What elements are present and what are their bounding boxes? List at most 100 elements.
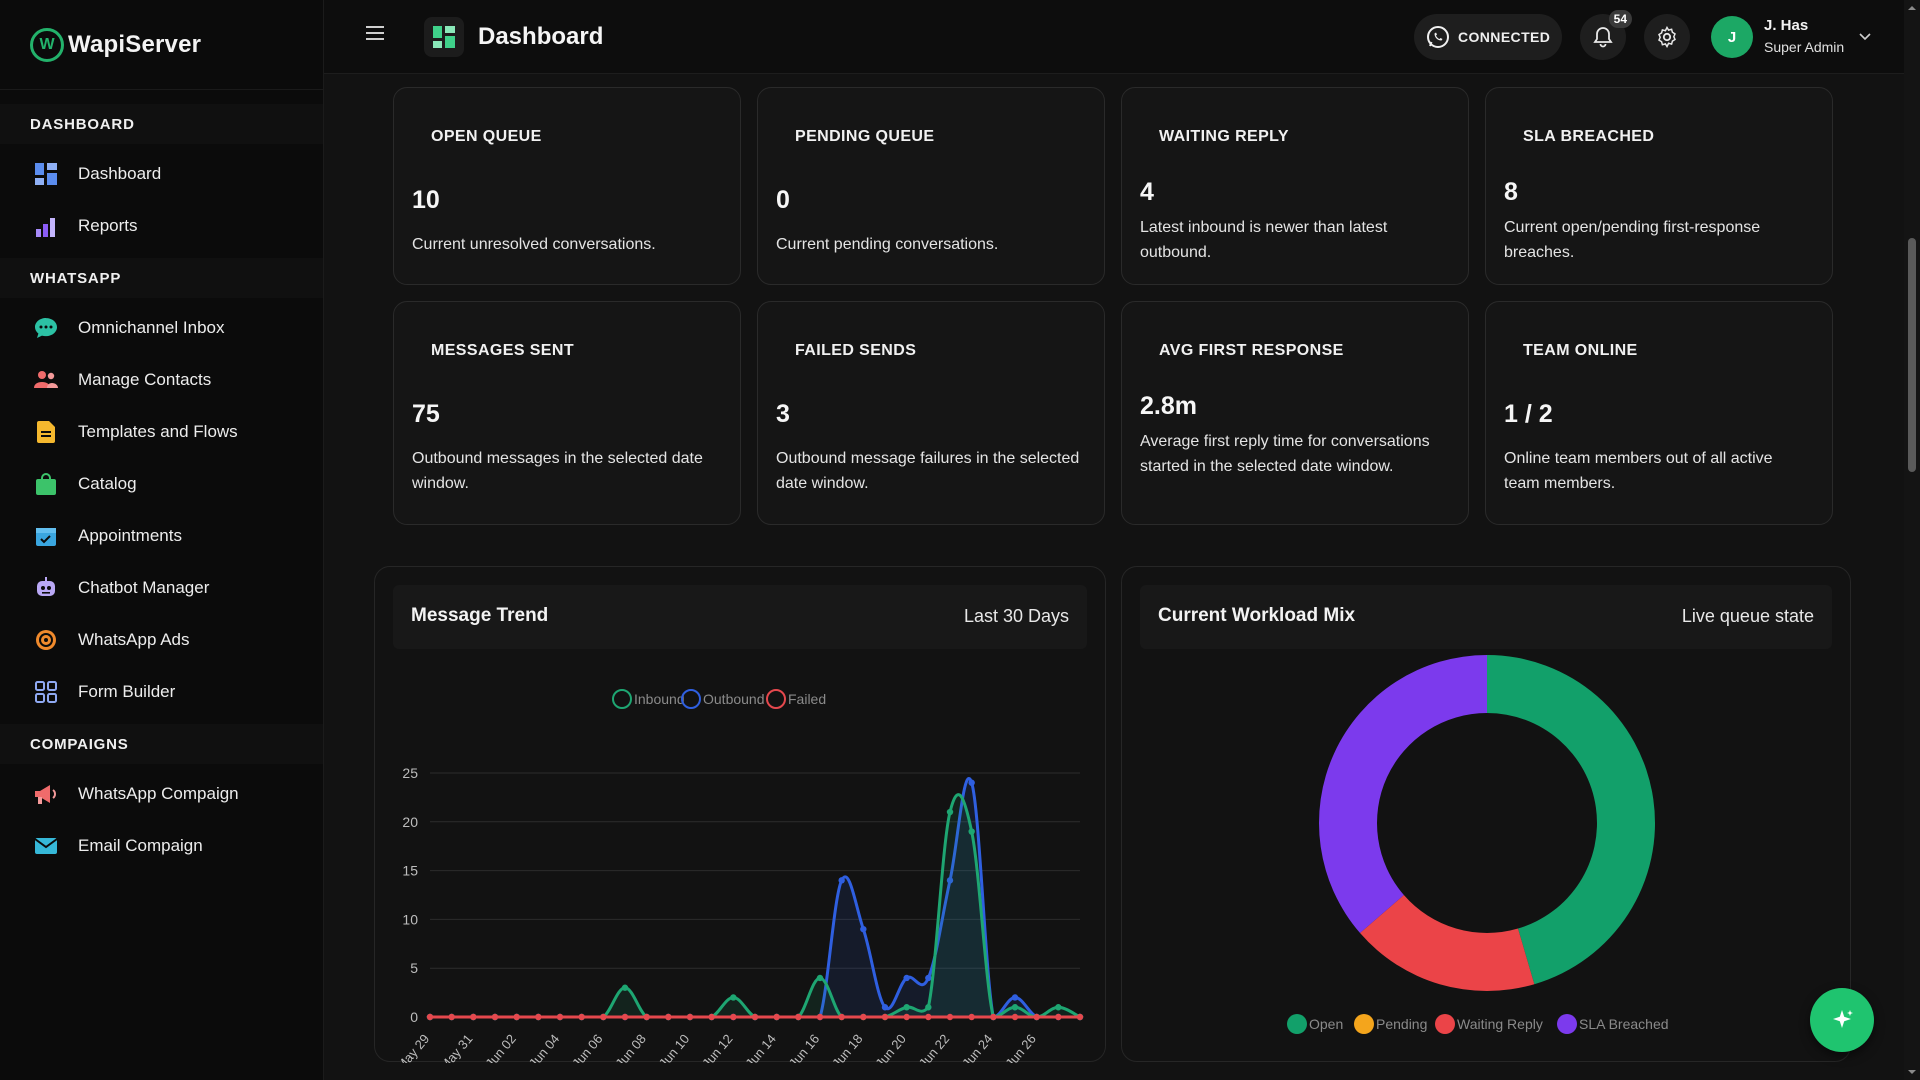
y-tick-label: 10 bbox=[402, 911, 418, 927]
sidebar-item-whatsapp-compaign[interactable]: WhatsApp Compaign bbox=[0, 768, 323, 820]
sidebar-item-catalog[interactable]: Catalog bbox=[0, 458, 323, 510]
sidebar-item-form-builder[interactable]: Form Builder bbox=[0, 666, 323, 718]
data-point bbox=[708, 1013, 715, 1021]
legend-marker bbox=[1287, 1014, 1307, 1034]
stat-description: Outbound messages in the selected date w… bbox=[412, 450, 703, 492]
stat-description: Average first reply time for conversatio… bbox=[1140, 433, 1430, 475]
legend-label: Pending bbox=[1376, 1016, 1427, 1032]
sidebar-item-email-compaign[interactable]: Email Compaign bbox=[0, 820, 323, 872]
stat-description: Current open/pending first-response brea… bbox=[1504, 219, 1761, 261]
megaphone-icon bbox=[34, 782, 58, 806]
sidebar-item-reports[interactable]: Reports bbox=[0, 200, 323, 252]
settings-button[interactable] bbox=[1644, 14, 1690, 60]
sidebar-item-appointments[interactable]: Appointments bbox=[0, 510, 323, 562]
panel-subtitle: Live queue state bbox=[1681, 606, 1814, 626]
data-point bbox=[860, 925, 867, 933]
x-tick-label: Jun 22 bbox=[916, 1031, 953, 1063]
user-name[interactable]: J. Has bbox=[1764, 17, 1809, 34]
data-point bbox=[838, 1013, 845, 1021]
data-point bbox=[491, 1013, 499, 1021]
x-tick-label: May 31 bbox=[437, 1031, 476, 1063]
data-point bbox=[925, 974, 932, 982]
data-point bbox=[838, 877, 845, 884]
workload-mix-panel: Current Workload Mix Live queue state Op… bbox=[1121, 566, 1851, 1062]
legend-marker bbox=[1435, 1014, 1455, 1034]
sidebar-item-whatsapp-ads[interactable]: WhatsApp Ads bbox=[0, 614, 323, 666]
connection-status-button[interactable]: CONNECTED bbox=[1414, 14, 1562, 60]
data-point bbox=[665, 1013, 672, 1021]
data-point bbox=[643, 1013, 650, 1021]
ai-assistant-button[interactable] bbox=[1810, 988, 1874, 1052]
sparkle-icon bbox=[1833, 1010, 1853, 1028]
data-point bbox=[946, 1013, 954, 1021]
stat-value: 3 bbox=[776, 400, 790, 428]
user-role: Super Admin bbox=[1764, 39, 1845, 55]
notifications-button[interactable]: 54 bbox=[1580, 10, 1632, 60]
message-trend-panel: Message Trend Last 30 Days 0 5 10 15 20 25 May… bbox=[374, 566, 1106, 1063]
bell-icon bbox=[1593, 27, 1613, 48]
section-title-compaigns: COMPAIGNS bbox=[0, 724, 323, 764]
email-icon bbox=[34, 834, 58, 858]
dashboard-page-icon bbox=[424, 17, 464, 57]
topbar: Dashboard CONNECTED 54 J J. Has Super Ad… bbox=[324, 0, 1904, 74]
shopping-bag-icon bbox=[34, 472, 58, 496]
x-tick-label: Jun 26 bbox=[1002, 1031, 1039, 1063]
menu-toggle-icon[interactable] bbox=[366, 26, 384, 40]
data-point bbox=[925, 1013, 932, 1021]
message-trend-chart: 0 5 10 15 20 25 May 29 May 31 Jun 02 Jun 04 Jun 06… bbox=[393, 689, 1084, 1063]
user-avatar[interactable]: J bbox=[1711, 16, 1753, 58]
data-point bbox=[513, 1013, 520, 1021]
stat-description: Online team members out of all active te… bbox=[1504, 450, 1773, 492]
notification-count-badge: 54 bbox=[1608, 10, 1632, 28]
x-tick-label: Jun 20 bbox=[872, 1031, 909, 1063]
data-point bbox=[1011, 1004, 1019, 1011]
workload-donut-chart: Open Pending Waiting Reply SLA Breached bbox=[1287, 655, 1669, 1034]
data-point bbox=[860, 1013, 867, 1021]
stat-description: Current unresolved conversations. bbox=[412, 236, 656, 253]
stat-value: 0 bbox=[776, 186, 790, 214]
data-point bbox=[1055, 1004, 1062, 1011]
sidebar-item-omnichannel-inbox[interactable]: Omnichannel Inbox bbox=[0, 302, 323, 354]
chevron-down-icon[interactable] bbox=[1859, 30, 1871, 42]
stat-card-waiting-reply: WAITING REPLY 4 Latest inbound is newer … bbox=[1121, 87, 1469, 285]
document-icon bbox=[34, 420, 58, 444]
target-icon bbox=[34, 628, 58, 652]
sidebar-item-label: Templates and Flows bbox=[78, 422, 238, 441]
stat-description: Latest inbound is newer than latest outb… bbox=[1140, 219, 1388, 261]
bar-chart-icon bbox=[34, 214, 58, 238]
data-point bbox=[903, 1004, 910, 1011]
scroll-up-icon[interactable] bbox=[1904, 2, 1920, 14]
date-range-label[interactable]: Last 30 Days bbox=[963, 606, 1069, 626]
sidebar-item-templates-and-flows[interactable]: Templates and Flows bbox=[0, 406, 323, 458]
stat-value: 75 bbox=[412, 400, 440, 428]
contacts-icon bbox=[34, 368, 58, 392]
donut-slice bbox=[1487, 655, 1655, 985]
data-point bbox=[1033, 1013, 1040, 1021]
stat-title: OPEN QUEUE bbox=[431, 128, 542, 145]
page-scrollbar[interactable] bbox=[1904, 0, 1920, 1080]
series-area bbox=[430, 778, 1080, 1017]
data-point bbox=[578, 1013, 585, 1021]
scroll-down-icon[interactable] bbox=[1904, 1066, 1920, 1078]
x-tick-label: Jun 08 bbox=[612, 1031, 649, 1063]
data-point bbox=[751, 1013, 759, 1021]
sidebar-item-label: Dashboard bbox=[78, 164, 162, 183]
sidebar-item-chatbot-manager[interactable]: Chatbot Manager bbox=[0, 562, 323, 614]
sidebar-item-manage-contacts[interactable]: Manage Contacts bbox=[0, 354, 323, 406]
data-point bbox=[795, 1013, 802, 1021]
y-tick-label: 15 bbox=[402, 863, 418, 879]
stat-value: 10 bbox=[412, 186, 440, 214]
chat-bubble-icon bbox=[34, 316, 58, 340]
data-point bbox=[1011, 1013, 1019, 1021]
data-point bbox=[470, 1013, 477, 1021]
data-point bbox=[990, 1013, 997, 1021]
data-point bbox=[925, 1004, 932, 1011]
y-tick-label: 0 bbox=[410, 1009, 418, 1025]
brand[interactable]: W WapiServer bbox=[0, 0, 323, 90]
data-point bbox=[968, 828, 975, 835]
section-title-whatsapp: WHATSAPP bbox=[0, 258, 323, 298]
sidebar-item-dashboard[interactable]: Dashboard bbox=[0, 148, 323, 200]
scrollbar-thumb[interactable] bbox=[1908, 238, 1916, 472]
data-point bbox=[816, 1013, 824, 1021]
data-point bbox=[448, 1013, 455, 1021]
